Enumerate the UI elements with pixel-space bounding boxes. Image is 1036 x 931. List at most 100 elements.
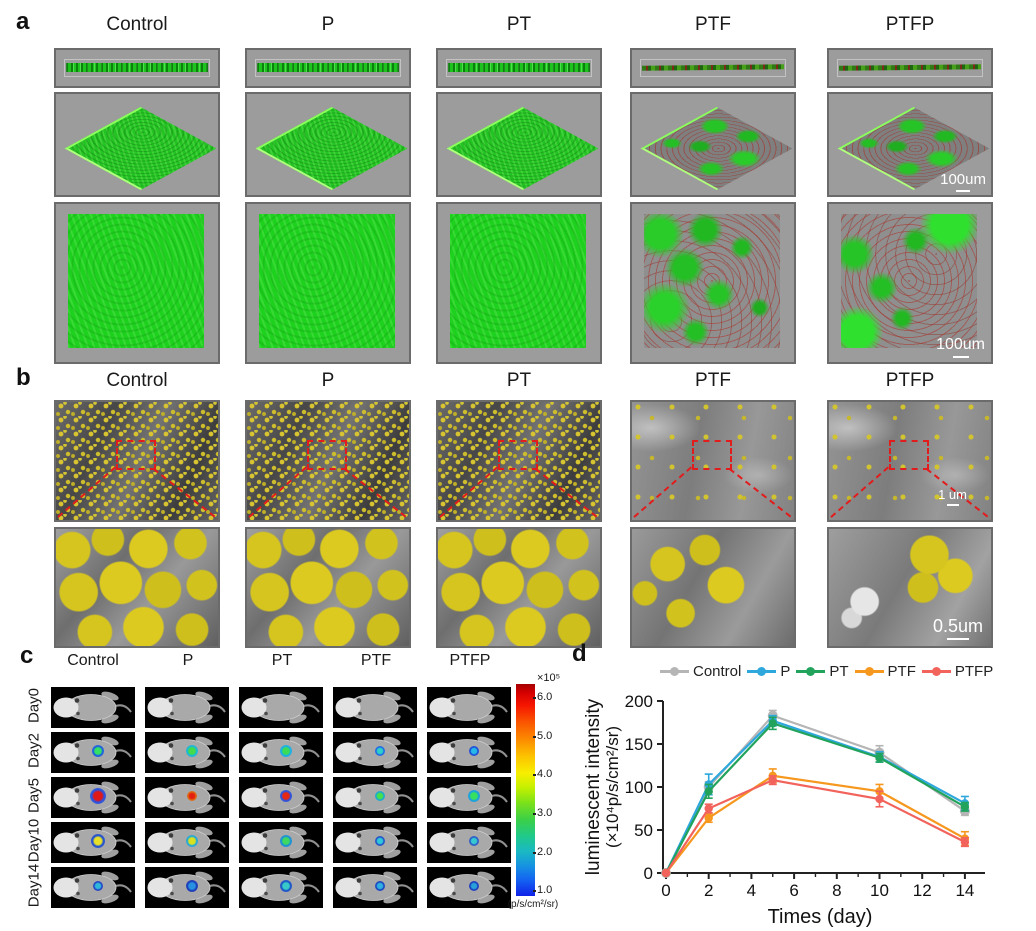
sem-zoom-image-p <box>245 527 411 648</box>
mouse-image <box>145 687 229 728</box>
panel-d-label: d <box>572 640 587 667</box>
colorbar-tick: 3.0 <box>533 807 571 819</box>
mouse-luminescence-grid <box>51 687 511 908</box>
biofilm-side-image-ptf <box>630 48 796 88</box>
svg-text:14: 14 <box>955 881 974 900</box>
mouse-image <box>145 777 229 818</box>
scalebar-100um-row3: 100um <box>936 336 985 358</box>
panel-c-header-ptf: PTF <box>360 652 392 669</box>
biofilm-3d-image-ptf <box>630 92 796 197</box>
colorbar-tick: 4.0 <box>533 768 571 780</box>
panel-a-header-ptfp: PTFP <box>885 14 935 35</box>
luminescent-intensity-chart: luminescent intensity (×10⁴p/s/cm²/sr) 0 50… <box>585 692 985 928</box>
mouse-image <box>239 777 323 818</box>
panel-a-label: a <box>16 8 30 35</box>
panel-a-header-ptf: PTF <box>695 14 731 35</box>
colorbar-tick: 6.0 <box>533 691 571 703</box>
panel-b-header-ptf: PTF <box>695 370 731 391</box>
mouse-image <box>427 732 511 773</box>
biofilm-top-image-ptf <box>630 202 796 364</box>
mouse-image <box>51 687 135 728</box>
panel-c-header-ptfp: PTFP <box>449 652 491 669</box>
panel-b-header-pt: PT <box>506 370 532 391</box>
panel-c-label: c <box>20 642 34 669</box>
mouse-image <box>51 822 135 863</box>
colorbar-tick: 5.0 <box>533 730 571 742</box>
luminescence-colorbar <box>516 684 535 896</box>
biofilm-side-image-ptfp <box>827 48 993 88</box>
legend-item-pt: PT <box>796 663 849 680</box>
mouse-image <box>333 777 417 818</box>
panel-c-header-p: P <box>182 652 194 669</box>
legend-item-p: P <box>747 663 790 680</box>
mouse-image <box>333 822 417 863</box>
panel-a-header-control: Control <box>106 14 168 35</box>
mouse-image <box>51 732 135 773</box>
mouse-image <box>51 777 135 818</box>
mouse-image <box>333 867 417 908</box>
sem-overview-image-ptfp: 1 um <box>827 400 993 522</box>
sem-overview-image-ptf <box>630 400 796 522</box>
scalebar-100um-row2: 100um <box>940 171 986 192</box>
panel-b-header-p: P <box>321 370 335 391</box>
biofilm-side-image-pt <box>436 48 602 88</box>
mouse-image <box>427 867 511 908</box>
biofilm-3d-image-p <box>245 92 411 197</box>
svg-text:50: 50 <box>634 821 653 840</box>
svg-text:12: 12 <box>913 881 932 900</box>
legend-item-control: Control <box>660 663 741 680</box>
biofilm-side-image-control <box>54 48 220 88</box>
biofilm-side-image-p <box>245 48 411 88</box>
mouse-image <box>145 822 229 863</box>
panel-c-header-control: Control <box>67 652 119 669</box>
svg-text:4: 4 <box>747 881 756 900</box>
panel-b-header-ptfp: PTFP <box>885 370 935 391</box>
svg-text:150: 150 <box>625 735 653 754</box>
mouse-image <box>333 687 417 728</box>
biofilm-top-image-control <box>54 202 220 364</box>
biofilm-top-image-p <box>245 202 411 364</box>
colorbar-tick: 2.0 <box>533 846 571 858</box>
colorbar-tick: 1.0 <box>533 884 571 896</box>
svg-text:2: 2 <box>704 881 713 900</box>
colorbar-exponent-label: ×10⁵ <box>537 672 561 684</box>
mouse-image <box>239 867 323 908</box>
mouse-image <box>239 732 323 773</box>
colorbar-unit-label: (p/s/cm²/sr) <box>507 899 559 910</box>
mouse-image <box>333 732 417 773</box>
svg-text:(×10⁴p/s/cm²/sr): (×10⁴p/s/cm²/sr) <box>603 726 622 848</box>
row-label-day14: Day14 <box>25 863 43 908</box>
biofilm-3d-image-ptfp: 100um <box>827 92 993 197</box>
svg-text:0: 0 <box>661 881 670 900</box>
chart-legend: Control P PT PTF PTFP <box>660 663 999 680</box>
sem-overview-image-control <box>54 400 220 522</box>
mouse-image <box>145 732 229 773</box>
svg-text:Times (day): Times (day) <box>768 906 873 928</box>
mouse-image <box>427 822 511 863</box>
scalebar-05um: 0.5um <box>933 616 983 640</box>
sem-zoom-image-ptfp: 0.5um <box>827 527 993 648</box>
panel-a-header-pt: PT <box>506 14 532 35</box>
svg-text:luminescent intensity: luminescent intensity <box>585 698 604 875</box>
mouse-image <box>427 777 511 818</box>
mouse-image <box>239 822 323 863</box>
svg-text:200: 200 <box>625 692 653 711</box>
biofilm-top-image-pt <box>436 202 602 364</box>
panel-c-header-pt: PT <box>271 652 293 669</box>
sem-zoom-image-control <box>54 527 220 648</box>
sem-zoom-image-pt <box>436 527 602 648</box>
panel-a-header-p: P <box>321 14 335 35</box>
svg-text:0: 0 <box>644 864 653 883</box>
panel-b-header-control: Control <box>106 370 168 391</box>
scalebar-1um: 1 um <box>938 488 967 506</box>
svg-text:6: 6 <box>789 881 798 900</box>
panel-b-label: b <box>16 364 31 391</box>
legend-item-ptf: PTF <box>854 663 916 680</box>
biofilm-3d-image-control <box>54 92 220 197</box>
mouse-image <box>239 687 323 728</box>
sem-overview-image-pt <box>436 400 602 522</box>
biofilm-top-image-ptfp: 100um <box>827 202 993 364</box>
svg-text:10: 10 <box>870 881 889 900</box>
biofilm-3d-image-pt <box>436 92 602 197</box>
mouse-image <box>51 867 135 908</box>
